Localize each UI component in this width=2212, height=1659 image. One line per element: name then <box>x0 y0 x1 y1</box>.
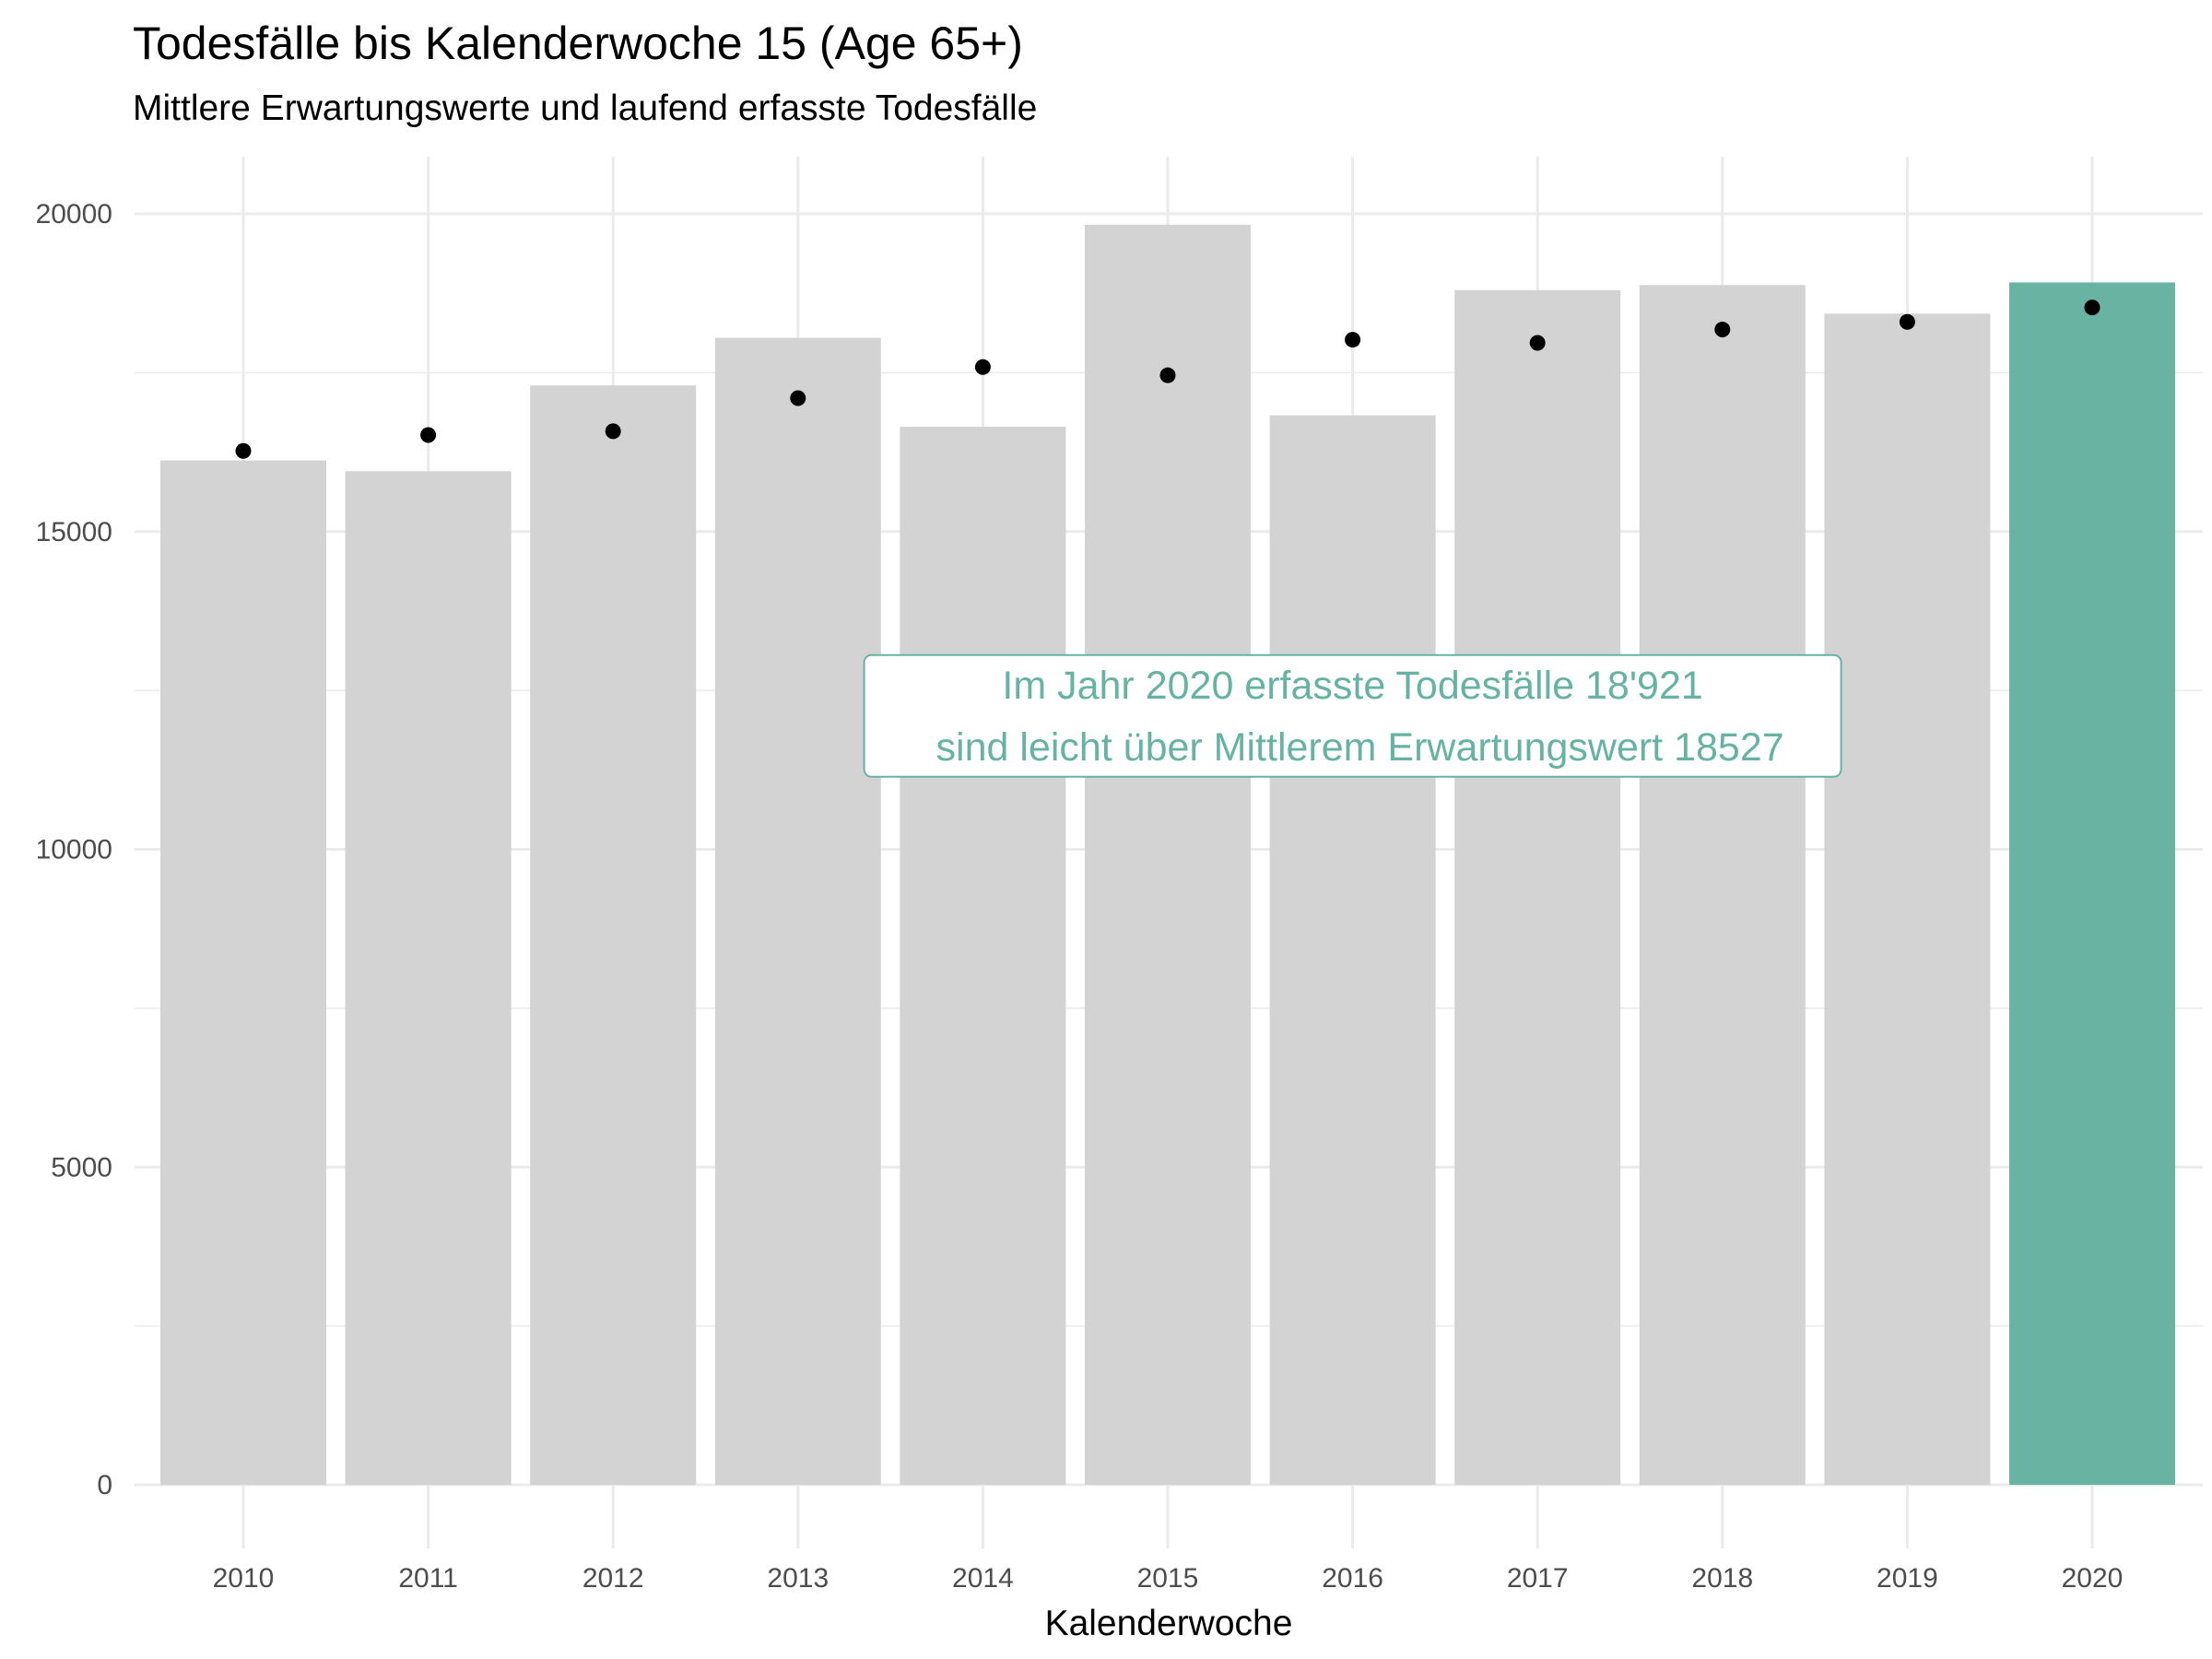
expected-point-2019 <box>1899 313 1915 330</box>
x-tick-label: 2019 <box>1877 1563 1938 1594</box>
expected-point-2011 <box>420 427 437 443</box>
chart-title: Todesfälle bis Kalenderwoche 15 (Age 65+… <box>133 18 1023 69</box>
expected-point-2017 <box>1529 335 1546 351</box>
expected-point-2015 <box>1159 367 1176 383</box>
annotation-line-2: sind leicht über Mittlerem Erwartungswer… <box>936 725 1784 770</box>
y-tick-label: 20000 <box>36 199 112 229</box>
bars <box>160 224 2175 1486</box>
expected-point-2012 <box>605 423 621 440</box>
expected-point-2014 <box>974 359 991 375</box>
bar-2019 <box>1824 313 1991 1486</box>
bar-2010 <box>160 460 326 1486</box>
bar-2015 <box>1085 224 1251 1486</box>
bar-2017 <box>1454 289 1621 1486</box>
expected-point-2020 <box>2084 300 2100 316</box>
bar-2011 <box>345 471 512 1486</box>
x-tick-label: 2010 <box>213 1563 275 1594</box>
bar-2013 <box>714 337 881 1486</box>
annotation-line-1: Im Jahr 2020 erfasste Todesfälle 18'921 <box>1002 664 1702 708</box>
bar-2012 <box>530 385 697 1486</box>
expected-point-2010 <box>235 442 252 459</box>
bar-2014 <box>900 427 1066 1486</box>
y-tick-label: 15000 <box>36 517 112 547</box>
y-axis-ticks: 0 5000 10000 15000 20000 <box>36 199 112 1500</box>
bar-2020 <box>2009 282 2175 1486</box>
expected-point-2018 <box>1714 322 1731 338</box>
x-tick-label: 2016 <box>1322 1563 1383 1594</box>
x-tick-label: 2015 <box>1137 1563 1199 1594</box>
y-tick-label: 10000 <box>36 835 112 865</box>
bar-2016 <box>1269 415 1436 1486</box>
x-tick-label: 2018 <box>1691 1563 1753 1594</box>
y-tick-label: 0 <box>97 1470 112 1500</box>
y-tick-label: 5000 <box>51 1152 112 1182</box>
x-tick-label: 2011 <box>398 1563 458 1594</box>
annotation-box <box>863 653 1842 778</box>
x-axis-ticks: 2010 2011 2012 2013 2014 2015 2016 2017 2018 2019… <box>213 1563 2124 1594</box>
chart-subtitle: Mittlere Erwartungswerte und laufend erf… <box>133 88 1038 128</box>
x-tick-label: 2020 <box>2062 1563 2124 1594</box>
annotation: Im Jahr 2020 erfasste Todesfälle 18'921 … <box>863 653 1842 778</box>
expected-value-points <box>235 300 2100 459</box>
expected-point-2016 <box>1345 332 1361 348</box>
x-tick-label: 2017 <box>1507 1563 1569 1594</box>
x-axis-title: Kalenderwoche <box>1045 1604 1293 1643</box>
x-tick-label: 2013 <box>767 1563 829 1594</box>
expected-point-2013 <box>790 390 806 406</box>
bar-2018 <box>1639 285 1806 1486</box>
x-tick-label: 2014 <box>952 1563 1014 1594</box>
x-tick-label: 2012 <box>582 1563 644 1594</box>
